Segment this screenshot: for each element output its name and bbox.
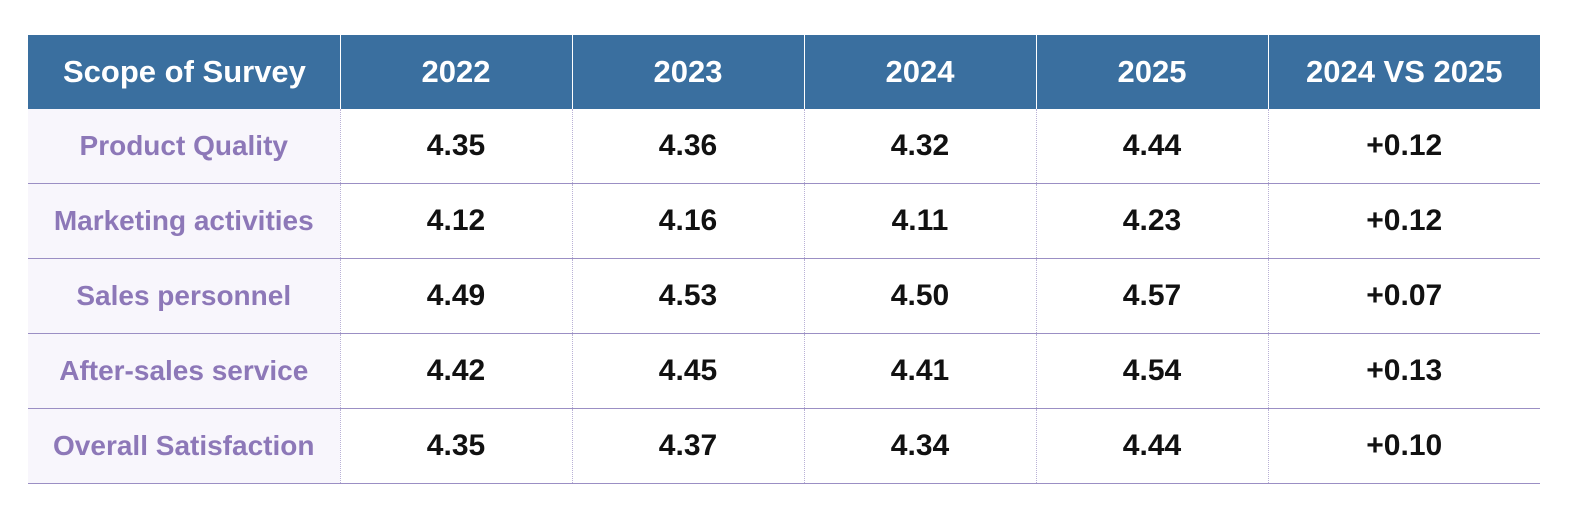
table-row: Sales personnel 4.49 4.53 4.50 4.57 +0.0… [28,258,1540,334]
value-cell: 4.35 [339,109,572,184]
change-cell: +0.07 [1267,258,1540,334]
value-cell: 4.32 [803,109,1036,184]
header-2025: 2025 [1035,35,1268,109]
value-cell: 4.42 [339,333,572,409]
value-cell: 4.44 [1035,109,1268,184]
header-row: Scope of Survey 2022 2023 2024 2025 2024… [28,35,1540,109]
table-row: Product Quality 4.35 4.36 4.32 4.44 +0.1… [28,109,1540,184]
value-cell: 4.12 [339,183,572,259]
change-cell: +0.10 [1267,408,1540,484]
table-row: After-sales service 4.42 4.45 4.41 4.54 … [28,333,1540,409]
value-cell: 4.57 [1035,258,1268,334]
row-label: Sales personnel [28,258,340,334]
change-cell: +0.12 [1267,109,1540,184]
value-cell: 4.23 [1035,183,1268,259]
value-cell: 4.11 [803,183,1036,259]
value-cell: 4.36 [571,109,804,184]
value-cell: 4.41 [803,333,1036,409]
header-2022: 2022 [339,35,572,109]
value-cell: 4.54 [1035,333,1268,409]
value-cell: 4.35 [339,408,572,484]
header-comparison: 2024 VS 2025 [1267,35,1540,109]
row-label: Product Quality [28,109,340,184]
row-label: Marketing activities [28,183,340,259]
row-label: After-sales service [28,333,340,409]
header-2023: 2023 [571,35,804,109]
value-cell: 4.44 [1035,408,1268,484]
change-cell: +0.12 [1267,183,1540,259]
table-row: Overall Satisfaction 4.35 4.37 4.34 4.44… [28,408,1540,484]
header-2024: 2024 [803,35,1036,109]
change-cell: +0.13 [1267,333,1540,409]
value-cell: 4.37 [571,408,804,484]
value-cell: 4.34 [803,408,1036,484]
table-row: Marketing activities 4.12 4.16 4.11 4.23… [28,183,1540,259]
row-label: Overall Satisfaction [28,408,340,484]
value-cell: 4.50 [803,258,1036,334]
value-cell: 4.53 [571,258,804,334]
value-cell: 4.16 [571,183,804,259]
value-cell: 4.49 [339,258,572,334]
value-cell: 4.45 [571,333,804,409]
header-scope: Scope of Survey [28,35,340,109]
survey-table: Scope of Survey 2022 2023 2024 2025 2024… [28,35,1540,484]
